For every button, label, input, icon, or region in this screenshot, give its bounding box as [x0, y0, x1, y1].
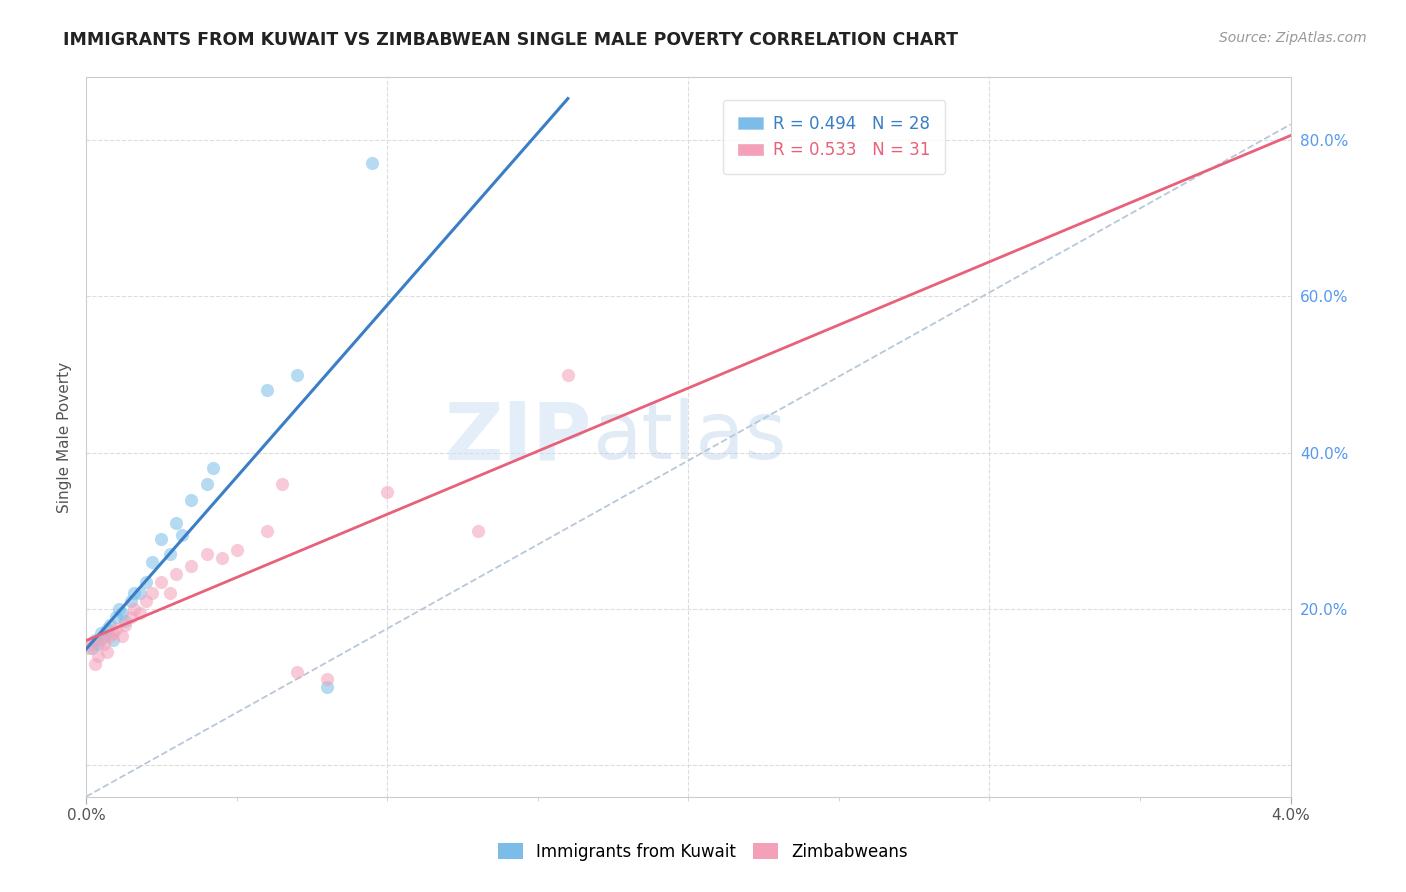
Point	[150, 574, 173, 589]
Point	[77, 641, 100, 656]
Point	[201, 461, 224, 475]
Point	[90, 625, 112, 640]
Point	[122, 602, 145, 616]
Point	[211, 551, 233, 566]
Text: atlas: atlas	[592, 398, 786, 476]
Point	[96, 645, 118, 659]
Point	[195, 547, 218, 561]
Point	[114, 617, 136, 632]
Point	[87, 648, 110, 663]
Point	[165, 566, 187, 581]
Legend: Immigrants from Kuwait, Zimbabweans: Immigrants from Kuwait, Zimbabweans	[492, 837, 914, 868]
Point	[98, 629, 121, 643]
Point	[135, 594, 157, 608]
Point	[129, 606, 152, 620]
Point	[80, 637, 103, 651]
Point	[150, 532, 173, 546]
Point	[105, 622, 128, 636]
Point	[285, 368, 308, 382]
Point	[108, 602, 131, 616]
Point	[225, 543, 247, 558]
Point	[80, 641, 103, 656]
Point	[180, 559, 202, 574]
Text: ZIP: ZIP	[444, 398, 592, 476]
Point	[141, 555, 163, 569]
Y-axis label: Single Male Poverty: Single Male Poverty	[58, 361, 72, 513]
Legend: R = 0.494   N = 28, R = 0.533   N = 31: R = 0.494 N = 28, R = 0.533 N = 31	[723, 100, 945, 175]
Point	[159, 547, 181, 561]
Point	[101, 625, 124, 640]
Point	[141, 586, 163, 600]
Point	[90, 633, 112, 648]
Point	[195, 477, 218, 491]
Point	[180, 492, 202, 507]
Point	[84, 633, 107, 648]
Point	[105, 610, 128, 624]
Text: IMMIGRANTS FROM KUWAIT VS ZIMBABWEAN SINGLE MALE POVERTY CORRELATION CHART: IMMIGRANTS FROM KUWAIT VS ZIMBABWEAN SIN…	[63, 31, 959, 49]
Point	[316, 673, 339, 687]
Point	[256, 383, 278, 397]
Point	[122, 586, 145, 600]
Point	[135, 574, 157, 589]
Point	[93, 637, 115, 651]
Point	[120, 610, 142, 624]
Point	[159, 586, 181, 600]
Point	[129, 586, 152, 600]
Point	[270, 477, 292, 491]
Point	[101, 633, 124, 648]
Point	[557, 368, 579, 382]
Point	[165, 516, 187, 530]
Point	[114, 614, 136, 628]
Point	[87, 637, 110, 651]
Point	[316, 680, 339, 694]
Point	[256, 524, 278, 538]
Point	[98, 617, 121, 632]
Point	[120, 594, 142, 608]
Point	[172, 528, 194, 542]
Point	[93, 629, 115, 643]
Point	[361, 156, 384, 170]
Point	[111, 606, 134, 620]
Point	[285, 665, 308, 679]
Point	[84, 657, 107, 671]
Point	[111, 629, 134, 643]
Point	[467, 524, 489, 538]
Text: Source: ZipAtlas.com: Source: ZipAtlas.com	[1219, 31, 1367, 45]
Point	[96, 622, 118, 636]
Point	[375, 484, 398, 499]
